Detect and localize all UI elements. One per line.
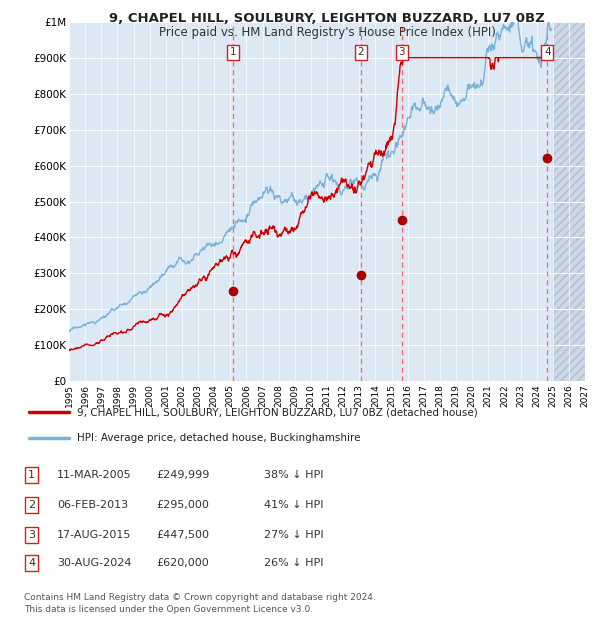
Text: 38% ↓ HPI: 38% ↓ HPI (264, 470, 323, 480)
Text: 2: 2 (358, 47, 364, 57)
Text: £249,999: £249,999 (156, 470, 209, 480)
Text: 1: 1 (230, 47, 236, 57)
Text: Price paid vs. HM Land Registry's House Price Index (HPI): Price paid vs. HM Land Registry's House … (158, 26, 496, 39)
Text: 11-MAR-2005: 11-MAR-2005 (57, 470, 131, 480)
Text: Contains HM Land Registry data © Crown copyright and database right 2024.
This d: Contains HM Land Registry data © Crown c… (24, 593, 376, 614)
Text: 4: 4 (28, 558, 35, 568)
Text: 06-FEB-2013: 06-FEB-2013 (57, 500, 128, 510)
Text: 41% ↓ HPI: 41% ↓ HPI (264, 500, 323, 510)
Text: 30-AUG-2024: 30-AUG-2024 (57, 558, 131, 568)
Text: HPI: Average price, detached house, Buckinghamshire: HPI: Average price, detached house, Buck… (77, 433, 361, 443)
Text: 27% ↓ HPI: 27% ↓ HPI (264, 530, 323, 540)
Text: £447,500: £447,500 (156, 530, 209, 540)
Text: 3: 3 (398, 47, 405, 57)
Text: 17-AUG-2015: 17-AUG-2015 (57, 530, 131, 540)
Text: £295,000: £295,000 (156, 500, 209, 510)
Bar (553, 22, 585, 381)
Text: 1: 1 (28, 470, 35, 480)
Text: 3: 3 (28, 530, 35, 540)
Bar (553, 22, 585, 381)
Text: 9, CHAPEL HILL, SOULBURY, LEIGHTON BUZZARD, LU7 0BZ (detached house): 9, CHAPEL HILL, SOULBURY, LEIGHTON BUZZA… (77, 407, 478, 417)
Text: 4: 4 (544, 47, 551, 57)
Text: £620,000: £620,000 (156, 558, 209, 568)
Text: 2: 2 (28, 500, 35, 510)
Text: 26% ↓ HPI: 26% ↓ HPI (264, 558, 323, 568)
Text: 9, CHAPEL HILL, SOULBURY, LEIGHTON BUZZARD, LU7 0BZ: 9, CHAPEL HILL, SOULBURY, LEIGHTON BUZZA… (109, 12, 545, 25)
